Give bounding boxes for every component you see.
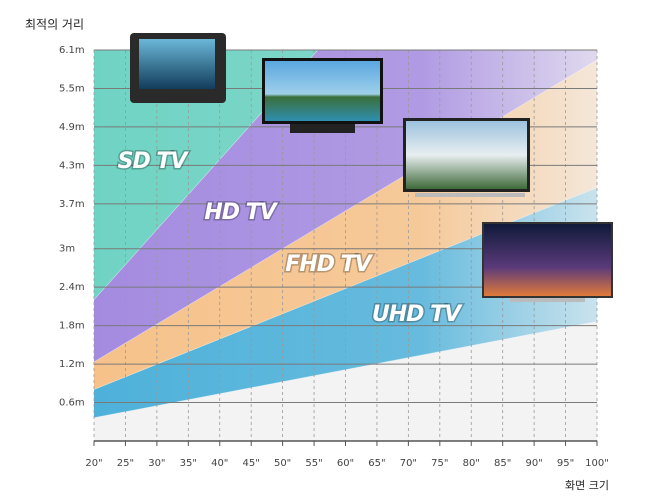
y-tick-label: 3.7m [59,199,85,210]
x-tick-label: 40" [211,458,228,469]
x-tick-label: 60" [337,458,354,469]
plot: 0.6m 1.2m 1.8m 2.4m 3m 3.7m 4.3m 4.9m 5.5m 6.1m 20… [59,45,609,469]
x-tick-label: 80" [463,458,480,469]
y-axis-title: 최적의 거리 [25,18,84,32]
x-tick-label: 65" [368,458,385,469]
y-tick-label: 6.1m [59,45,85,56]
uhd-tv-screen [484,224,611,296]
x-tick-label: 50" [274,458,291,469]
sd-tv-screen [139,39,215,89]
x-tick-label: 100" [585,458,609,469]
y-tick-label: 2.4m [59,282,85,293]
y-tick-label: 4.9m [59,122,85,133]
hd-tv-screen [265,61,380,121]
y-tick-label: 1.2m [59,359,85,370]
y-tick-label: 5.5m [59,83,85,94]
fhd-tv-screen [406,121,527,189]
x-tick-label: 45" [243,458,260,469]
x-tick-label: 30" [148,458,165,469]
x-tick-label: 75" [431,458,448,469]
x-tick-label: 55" [305,458,322,469]
tv-images [130,33,613,302]
x-tick-label: 90" [525,458,542,469]
band-label: UHD TV [372,302,463,327]
y-tick-label: 1.8m [59,321,85,332]
band-label: SD TV [118,149,190,174]
x-tick-label: 95" [557,458,574,469]
fhd-tv-stand [415,193,525,197]
hd-tv-stand [290,124,355,133]
x-tick-label: 70" [400,458,417,469]
x-tick-label: 85" [494,458,511,469]
band-label: FHD TV [285,252,373,277]
x-axis-title: 화면 크기 [565,479,609,492]
x-tick-label: 35" [180,458,197,469]
y-tick-label: 3m [59,244,75,255]
x-tick-label: 20" [85,458,102,469]
band-boundary [94,50,319,301]
uhd-tv-stand [510,298,585,302]
y-tick-label: 4.3m [59,160,85,171]
y-tick-label: 0.6m [59,398,85,409]
band-label: HD TV [204,200,278,225]
x-tick-label: 25" [117,458,134,469]
